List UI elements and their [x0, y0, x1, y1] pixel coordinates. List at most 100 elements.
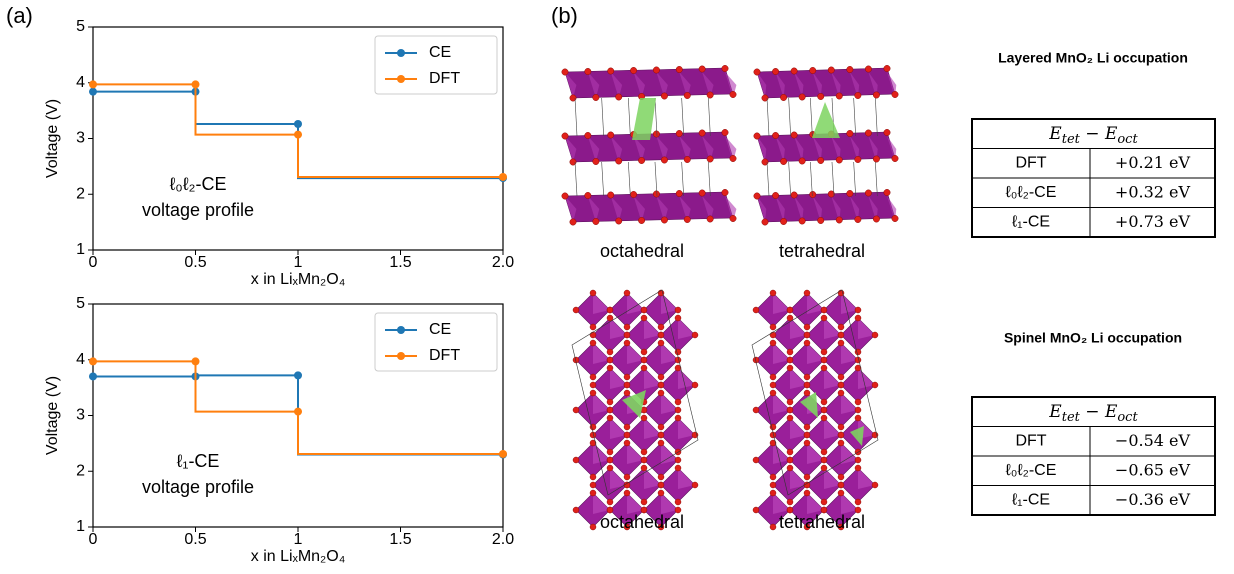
atom — [770, 324, 776, 330]
table-title: Spinel MnO₂ Li occupation — [1004, 330, 1182, 346]
atom — [590, 340, 596, 346]
atom — [818, 217, 824, 223]
atom — [675, 307, 681, 313]
atom — [810, 191, 816, 197]
legend-label: DFT — [429, 347, 460, 364]
atom — [884, 129, 890, 135]
atom — [562, 193, 568, 199]
atom — [838, 432, 844, 438]
atom — [873, 156, 879, 162]
data-point — [192, 80, 200, 88]
atom — [838, 332, 844, 338]
atom — [692, 332, 698, 338]
atom — [573, 457, 579, 463]
atom — [658, 340, 664, 346]
atom — [653, 131, 659, 137]
x-tick-label: 0 — [89, 254, 98, 271]
atom — [855, 315, 861, 321]
atom — [641, 449, 647, 455]
atom — [762, 219, 768, 225]
atom — [607, 465, 613, 471]
atom — [780, 158, 786, 164]
x-axis-label: x in LiₓMn₂O₄ — [251, 548, 345, 565]
atom — [653, 67, 659, 73]
legend-swatch — [397, 49, 405, 57]
atom — [804, 474, 810, 480]
atom — [590, 524, 596, 530]
atom — [872, 482, 878, 488]
atom — [770, 290, 776, 296]
header-part: E — [1104, 123, 1118, 143]
table-cell: ℓ₁-CE — [1012, 213, 1050, 230]
atom — [658, 474, 664, 480]
annotation: voltage profile — [142, 200, 254, 220]
crystal-structures — [562, 65, 898, 530]
y-axis-label: Voltage (V) — [44, 99, 61, 178]
atom — [838, 490, 844, 496]
structure-label: tetrahedral — [779, 241, 865, 261]
atom — [661, 157, 667, 163]
atom — [593, 158, 599, 164]
atom — [770, 390, 776, 396]
x-tick-label: 2.0 — [492, 531, 514, 548]
atom — [624, 290, 630, 296]
atom — [675, 349, 681, 355]
atom — [838, 482, 844, 488]
header-part: − — [1080, 401, 1105, 421]
legend-label: CE — [429, 321, 451, 338]
atom — [753, 307, 759, 313]
x-tick-label: 1.5 — [389, 531, 411, 548]
header-part: E — [1104, 401, 1118, 421]
atom — [855, 457, 861, 463]
atom — [821, 307, 827, 313]
header-part: oct — [1117, 131, 1138, 146]
atom — [730, 91, 736, 97]
atom — [780, 94, 786, 100]
atom — [821, 399, 827, 405]
atom — [607, 349, 613, 355]
atom — [770, 340, 776, 346]
atom — [608, 132, 614, 138]
atom — [818, 93, 824, 99]
table-cell: DFT — [1015, 432, 1046, 449]
bond — [810, 162, 812, 196]
atom — [658, 424, 664, 430]
x-tick-label: 1 — [294, 531, 303, 548]
atom — [675, 415, 681, 421]
atom — [855, 307, 861, 313]
data-point — [294, 371, 302, 379]
x-tick-label: 0.5 — [184, 531, 206, 548]
bond — [767, 98, 769, 136]
table-cell: ℓ₁-CE — [1012, 491, 1050, 508]
atom — [658, 390, 664, 396]
atom — [892, 155, 898, 161]
bond — [628, 162, 630, 196]
x-tick-label: 0 — [89, 531, 98, 548]
atom — [838, 382, 844, 388]
bond — [708, 98, 710, 136]
atom — [892, 91, 898, 97]
atom — [607, 407, 613, 413]
atom — [607, 315, 613, 321]
table-cell: −0.65 eV — [1115, 460, 1191, 479]
header-part: E — [1048, 123, 1062, 143]
atom — [770, 524, 776, 530]
bond — [810, 98, 812, 136]
atom — [799, 218, 805, 224]
atom — [699, 130, 705, 136]
data-point — [192, 357, 200, 365]
atom — [821, 315, 827, 321]
atom — [585, 132, 591, 138]
atom — [787, 399, 793, 405]
atom — [658, 490, 664, 496]
atom — [818, 157, 824, 163]
atom — [791, 192, 797, 198]
atom — [661, 93, 667, 99]
atom — [641, 357, 647, 363]
atom — [590, 482, 596, 488]
header-part: oct — [1117, 409, 1138, 424]
atom — [607, 307, 613, 313]
annotation: ℓ₁-CE — [177, 451, 220, 471]
atom — [836, 157, 842, 163]
table-header: Etet − Eoct — [1048, 123, 1138, 146]
